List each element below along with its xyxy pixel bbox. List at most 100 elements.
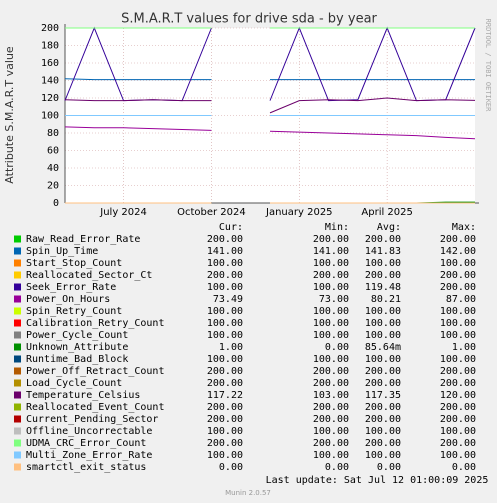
legend-stat: 100.00 [440, 318, 476, 329]
legend-stat: 100.00 [207, 258, 243, 269]
legend-stat: 141.00 [207, 246, 243, 257]
legend-stat: 100.00 [365, 330, 401, 341]
y-tick-label: 60 [47, 146, 59, 157]
legend-stat: 0.00 [219, 462, 243, 473]
series-line [64, 97, 476, 114]
legend-stat: 119.48 [365, 282, 401, 293]
legend-stat: 200.00 [440, 270, 476, 281]
legend-stat: 200.00 [207, 378, 243, 389]
legend-stat: 200.00 [440, 282, 476, 293]
legend-swatch [14, 235, 21, 243]
legend-label: UDMA_CRC_Error_Count [26, 438, 146, 449]
legend-stat: 200.00 [365, 438, 401, 449]
legend-stat: 85.64m [365, 342, 401, 353]
legend-swatch [14, 331, 21, 339]
legend-label: Multi_Zone_Error_Rate [26, 450, 152, 461]
y-tick-label: 100 [41, 111, 59, 122]
legend-swatch [14, 295, 21, 303]
legend-stat: 200.00 [440, 378, 476, 389]
legend-label: Seek_Error_Rate [26, 282, 116, 293]
legend-label: Power_Cycle_Count [26, 330, 128, 341]
legend-stat: 100.00 [313, 354, 349, 365]
legend-stat: 0.00 [325, 342, 349, 353]
y-tick-label: 20 [47, 181, 59, 192]
legend-stat: 200.00 [207, 438, 243, 449]
legend-stat: 100.00 [440, 450, 476, 461]
legend-stat: 100.00 [365, 258, 401, 269]
stat-header: Min: [325, 222, 349, 233]
legend-stat: 200.00 [440, 414, 476, 425]
legend-label: Temperature_Celsius [26, 390, 140, 401]
legend-stat: 200.00 [365, 402, 401, 413]
legend-swatch [14, 355, 21, 363]
legend-stat: 200.00 [365, 270, 401, 281]
legend-stat: 100.00 [207, 318, 243, 329]
legend-stat: 100.00 [365, 426, 401, 437]
legend-stat: 200.00 [313, 414, 349, 425]
y-tick-label: 180 [41, 41, 59, 52]
legend-stat: 120.00 [440, 390, 476, 401]
legend-stat: 100.00 [365, 318, 401, 329]
legend-stat: 200.00 [313, 234, 349, 245]
legend-label: Spin_Retry_Count [26, 306, 122, 317]
x-tick-label: October 2024 [177, 207, 246, 218]
legend-stat: 200.00 [440, 438, 476, 449]
legend-stat: 200.00 [207, 270, 243, 281]
legend-stat: 100.00 [313, 306, 349, 317]
legend-label: Reallocated_Sector_Ct [26, 270, 152, 281]
y-tick-label: 120 [41, 93, 59, 104]
stat-header: Cur: [219, 222, 243, 233]
legend-swatch [14, 343, 21, 351]
legend-stat: 100.00 [440, 354, 476, 365]
series-line [64, 126, 476, 140]
legend-swatch [14, 307, 21, 315]
legend-stat: 100.00 [440, 258, 476, 269]
y-tick-label: 40 [47, 163, 59, 174]
legend-stat: 200.00 [313, 438, 349, 449]
legend-stat: 100.00 [365, 306, 401, 317]
legend-stat: 200.00 [313, 366, 349, 377]
legend-stat: 100.00 [313, 258, 349, 269]
legend-swatch [14, 271, 21, 279]
legend-stat: 100.00 [440, 306, 476, 317]
legend-label: Start_Stop_Count [26, 258, 122, 269]
legend-stat: 141.83 [365, 246, 401, 257]
legend-stat: 200.00 [365, 366, 401, 377]
legend-label: Power_Off_Retract_Count [26, 366, 164, 377]
legend-swatch [14, 415, 21, 423]
legend-stat: 0.00 [325, 462, 349, 473]
legend-stat: 141.00 [313, 246, 349, 257]
legend-stat: 100.00 [313, 330, 349, 341]
legend-stat: 117.35 [365, 390, 401, 401]
legend-stat: 200.00 [440, 366, 476, 377]
chart-title: S.M.A.R.T values for drive sda - by year [121, 12, 377, 27]
y-tick-label: 140 [41, 76, 59, 87]
x-tick-label: January 2025 [265, 207, 333, 218]
legend-stat: 200.00 [313, 402, 349, 413]
legend-label: Runtime_Bad_Block [26, 354, 128, 365]
legend-swatch [14, 463, 21, 471]
legend-stat: 117.22 [207, 390, 243, 401]
y-tick-label: 200 [41, 23, 59, 34]
legend-label: Calibration_Retry_Count [26, 318, 164, 329]
legend-stat: 103.00 [313, 390, 349, 401]
legend-swatch [14, 403, 21, 411]
stat-header: Max: [452, 222, 476, 233]
legend-stat: 80.21 [371, 294, 401, 305]
legend-stat: 87.00 [446, 294, 476, 305]
legend-label: Power_On_Hours [26, 294, 110, 305]
x-tick-label: April 2025 [361, 207, 412, 218]
legend-swatch [14, 391, 21, 399]
legend-stat: 200.00 [440, 234, 476, 245]
legend-stat: 200.00 [313, 270, 349, 281]
legend-label: smartctl_exit_status [26, 462, 146, 473]
y-axis-label: Attribute S.M.A.R.T value [3, 46, 16, 184]
legend-swatch [14, 379, 21, 387]
legend-swatch [14, 283, 21, 291]
last-update: Last update: Sat Jul 12 01:00:09 2025 [266, 475, 489, 486]
legend-stat: 200.00 [440, 402, 476, 413]
legend-stat: 100.00 [207, 450, 243, 461]
legend-swatch [14, 451, 21, 459]
legend-stat: 100.00 [207, 330, 243, 341]
